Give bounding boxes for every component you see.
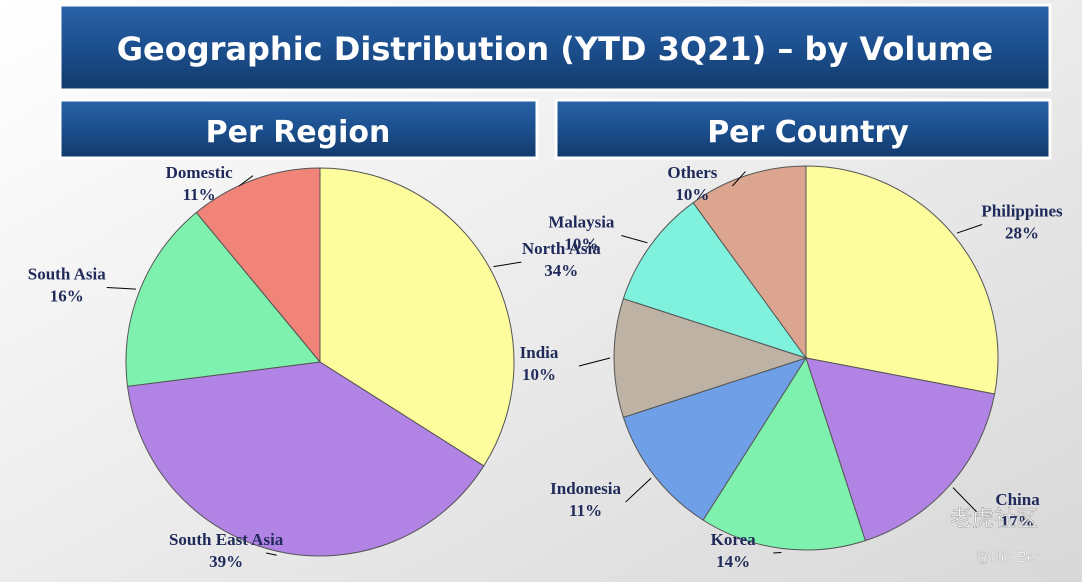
chart-title: Per Country [707,115,909,150]
slice-name: Others [667,163,717,182]
slice-label: South East Asia 39% [169,530,284,571]
slice-label: Domestic 11% [166,163,233,204]
leader-line [956,224,983,234]
slide-title: Geographic Distribution (YTD 3Q21) – by … [117,30,993,68]
slice-value: 11% [569,501,602,520]
title-bar [58,3,1052,92]
slice-name: North Asia [522,239,601,258]
slice-label: Others 10% [667,163,717,204]
chart-title: Per Region [206,115,391,150]
slice-label: Malaysia 10% [548,213,615,254]
pie-slice [692,165,807,360]
leader-line [625,477,652,503]
pie-slice [702,356,866,551]
slice-name: South Asia [28,265,106,284]
leader-line [952,487,978,514]
slice-value: 28% [1005,223,1039,242]
leader-line [773,551,782,554]
slice-label: South Asia 16% [28,265,106,306]
pies: North Asia 34% South East Asia 39% South Asi… [28,163,1063,571]
slice-value: 17% [1001,512,1035,531]
slice-label: India 10% [520,343,559,384]
pie-slice [622,357,808,521]
slice-name: Malaysia [548,213,615,232]
slice-name: South East Asia [169,530,284,549]
pie-slice [126,361,485,557]
leader-line [238,175,254,187]
pie-slice [613,298,808,418]
pie-slice [195,167,321,364]
subheader-bar [58,98,539,160]
leader-line [266,552,277,556]
leader-line [493,261,522,268]
slice-label: China 17% [995,490,1040,531]
slice-value: 16% [50,287,84,306]
subheader-bar [554,98,1052,160]
slice-name: Indonesia [550,479,621,498]
slice-label: North Asia 34% [522,239,601,280]
slice-name: Philippines [981,201,1063,220]
pie-slice [805,357,996,542]
slice-name: Domestic [166,163,233,182]
slice-value: 10% [564,235,598,254]
pie-slice [805,165,999,395]
slice-label: Philippines 28% [981,201,1063,242]
slice-value: 11% [183,185,216,204]
slice-name: India [520,343,559,362]
slice-value: 14% [716,552,750,571]
slice-value: 34% [544,261,578,280]
slice-label: Indonesia 11% [550,479,621,520]
slice-value: 39% [209,552,243,571]
pie-slice [319,167,515,467]
slice-value: 10% [522,365,556,384]
pie-slice [622,201,808,359]
watermark: @Nio Ben [975,549,1044,566]
slice-value: 10% [675,185,709,204]
leader-line [106,287,136,290]
leader-line [732,171,746,187]
slice-name: Korea [711,530,757,549]
watermark: 老虎社区 [950,506,1038,531]
leader-line [578,357,611,367]
slice-name: China [995,490,1040,509]
leader-line [621,235,648,244]
pie-slice [125,211,321,387]
slice-label: Korea 14% [711,530,757,571]
